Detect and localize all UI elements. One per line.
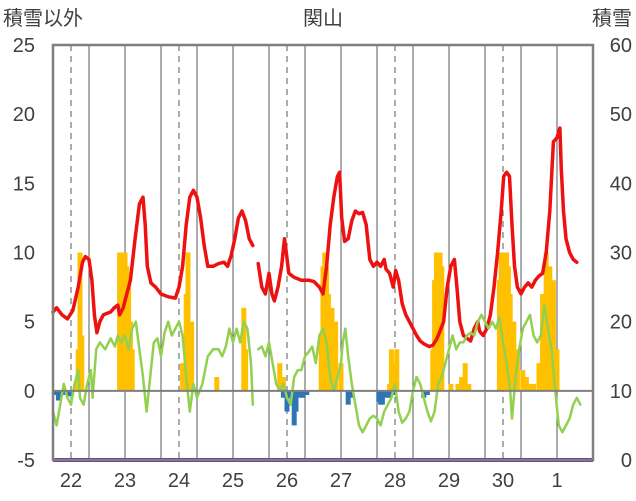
orange-bar: [189, 321, 195, 391]
orange-bar: [329, 307, 335, 391]
x-tick-label: 27: [330, 470, 352, 492]
orange-bar: [527, 383, 533, 391]
x-tick-label: 29: [438, 470, 460, 492]
left-axis-label: 積雪以外: [3, 7, 83, 30]
x-tick-label: 1: [551, 470, 562, 492]
x-tick-label: 24: [168, 470, 190, 492]
orange-bar: [462, 363, 468, 391]
orange-bar: [214, 377, 220, 391]
blue-bar: [345, 390, 351, 405]
right-y-tick-label: 0: [621, 450, 632, 472]
orange-bar: [185, 252, 191, 391]
bar-layer: [52, 252, 560, 426]
x-tick-label: 25: [222, 470, 244, 492]
x-tick-label: 28: [384, 470, 406, 492]
left-y-tick-label: 25: [13, 35, 35, 57]
blue-bar: [297, 390, 303, 398]
orange-bar: [394, 349, 400, 391]
blue-bar: [300, 390, 306, 398]
right-y-tick-label: 10: [610, 381, 632, 403]
left-y-tick-label: -5: [17, 450, 35, 472]
orange-bar: [77, 252, 83, 391]
orange-bar: [523, 377, 529, 391]
orange-bar: [459, 377, 465, 391]
axis-layer: [51, 43, 595, 462]
orange-bar: [511, 321, 517, 391]
orange-bar: [338, 363, 344, 391]
orange-bar: [550, 280, 556, 391]
orange-bar: [554, 349, 560, 391]
blue-bar: [66, 390, 72, 397]
blue-bar: [52, 390, 58, 395]
blue-bar: [424, 390, 430, 395]
right-y-tick-label: 60: [610, 35, 632, 57]
left-y-tick-label: 20: [13, 104, 35, 126]
orange-bar: [277, 363, 283, 391]
blue-bar: [349, 390, 355, 398]
green-line-segment: [51, 320, 255, 427]
x-tick-label: 22: [60, 470, 82, 492]
orange-bar: [507, 294, 513, 391]
blue-bar: [293, 390, 299, 412]
blue-bar: [280, 390, 286, 398]
red-line-segment: [51, 188, 255, 335]
left-y-tick-label: 10: [13, 243, 35, 265]
orange-bar: [455, 383, 461, 391]
orange-bar: [79, 335, 85, 391]
right-axis-label: 積雪: [592, 7, 632, 30]
blue-bar: [387, 390, 393, 398]
blue-bar: [383, 390, 389, 398]
right-y-tick-label: 30: [610, 243, 632, 265]
right-y-tick-label: 50: [610, 104, 632, 126]
orange-bar: [466, 383, 472, 391]
text-layer: 積雪以外 関山 積雪 22 23 24 25 26 27 28 29 30 1 -5 0 5 10 15 20…: [3, 7, 632, 492]
chart-title: 関山: [303, 7, 343, 30]
grid-layer: [70, 45, 558, 460]
x-tick-label: 23: [114, 470, 136, 492]
left-y-tick-label: 5: [24, 312, 35, 334]
orange-bar: [547, 266, 553, 391]
plot-frame: [51, 43, 595, 462]
orange-bar: [129, 349, 135, 391]
orange-bar: [333, 321, 339, 391]
left-y-tick-label: 0: [24, 381, 35, 403]
orange-bar: [180, 363, 186, 391]
orange-bar: [540, 294, 546, 391]
blue-bar: [61, 390, 67, 395]
orange-bar: [448, 383, 454, 391]
blue-bar: [284, 390, 290, 412]
green-line-segment: [256, 303, 582, 434]
right-y-tick-label: 40: [610, 173, 632, 195]
x-tick-label: 26: [276, 470, 298, 492]
left-y-tick-label: 15: [13, 173, 35, 195]
blue-bar: [379, 390, 385, 405]
x-tick-label: 30: [492, 470, 514, 492]
orange-bar: [325, 294, 331, 391]
blue-bar: [304, 390, 310, 395]
orange-bar: [531, 383, 537, 391]
orange-bar: [243, 349, 249, 391]
orange-bar: [536, 363, 542, 391]
red-line-segment: [256, 126, 579, 349]
blue-bar: [55, 390, 61, 401]
right-y-tick-label: 20: [610, 312, 632, 334]
orange-bar: [520, 370, 526, 391]
